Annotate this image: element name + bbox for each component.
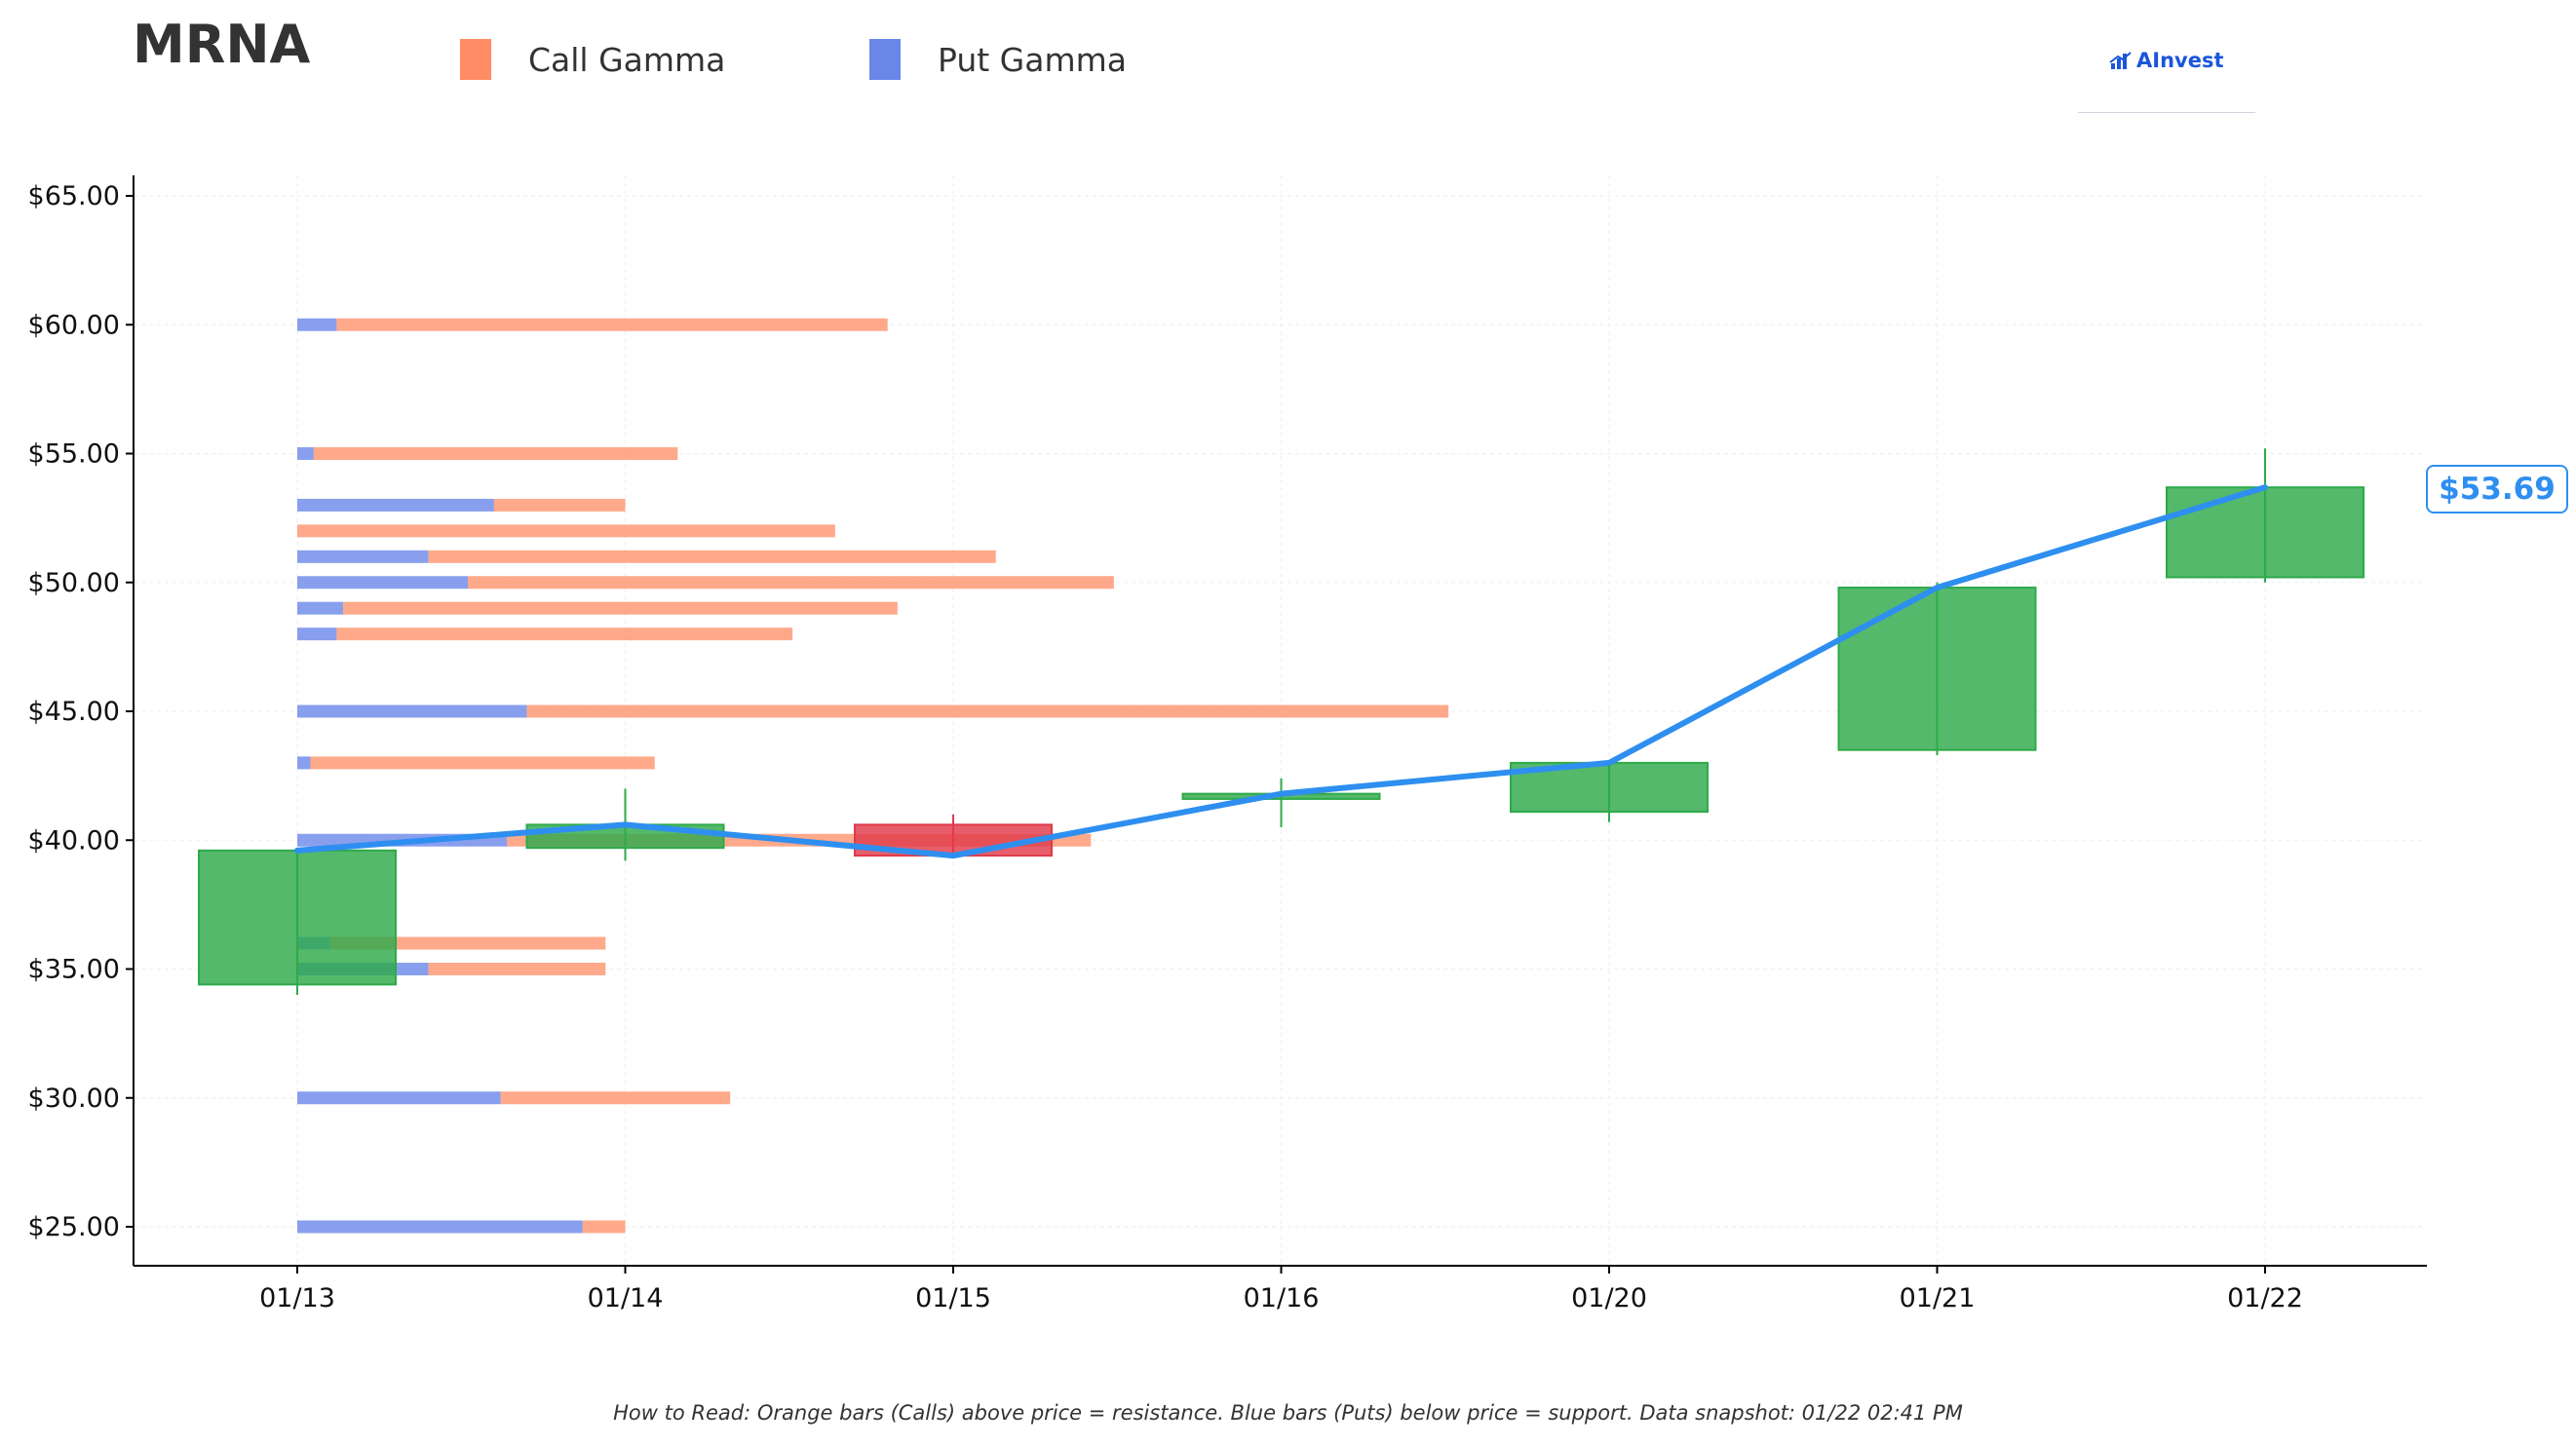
call-gamma-bar bbox=[336, 318, 888, 331]
candle-body bbox=[1837, 587, 2037, 751]
put-gamma-bar bbox=[297, 550, 429, 563]
call-gamma-bar bbox=[467, 576, 1114, 590]
put-gamma-bar bbox=[297, 1091, 501, 1105]
put-gamma-bar bbox=[297, 498, 494, 512]
put-gamma-label: Put Gamma bbox=[938, 40, 1127, 79]
x-tick-label: 01/20 bbox=[1571, 1283, 1647, 1313]
put-gamma-bar bbox=[297, 601, 344, 615]
y-tick-label: $55.00 bbox=[28, 439, 120, 470]
call-gamma-bar bbox=[313, 447, 678, 460]
put-gamma-bar bbox=[297, 756, 311, 770]
logo-divider bbox=[2078, 112, 2255, 113]
put-gamma-bar bbox=[297, 318, 337, 331]
call-gamma-bar bbox=[428, 550, 996, 563]
current-price-badge: $53.69 bbox=[2426, 465, 2568, 514]
call-gamma-bar bbox=[582, 1220, 626, 1234]
candle-body bbox=[2166, 486, 2365, 579]
call-gamma-bar bbox=[500, 1091, 731, 1105]
call-gamma-bar bbox=[336, 628, 793, 641]
put-gamma-bar bbox=[297, 1220, 583, 1234]
put-gamma-bar bbox=[297, 628, 337, 641]
x-tick-label: 01/21 bbox=[1900, 1283, 1976, 1313]
call-gamma-bar bbox=[297, 524, 835, 538]
call-gamma-bar bbox=[428, 963, 606, 975]
y-tick-label: $65.00 bbox=[28, 181, 120, 211]
candle-body bbox=[198, 849, 397, 986]
call-gamma-bar bbox=[343, 601, 898, 615]
call-gamma-label: Call Gamma bbox=[528, 40, 726, 79]
ticker-title: MRNA bbox=[133, 14, 311, 75]
how-to-read-footnote: How to Read: Orange bars (Calls) above p… bbox=[613, 1401, 1963, 1425]
logo-text: AInvest bbox=[2136, 49, 2224, 72]
y-tick-label: $60.00 bbox=[28, 310, 120, 340]
x-tick-label: 01/15 bbox=[915, 1283, 991, 1313]
put-gamma-bar bbox=[297, 576, 468, 590]
x-tick-label: 01/22 bbox=[2227, 1283, 2303, 1313]
call-gamma-swatch bbox=[460, 39, 491, 80]
call-gamma-bar bbox=[493, 498, 626, 512]
call-gamma-bar bbox=[526, 704, 1449, 718]
bar-chart-logo-icon bbox=[2109, 52, 2132, 69]
legend-call-gamma: Call Gamma bbox=[460, 35, 725, 84]
ainvest-logo[interactable]: AInvest bbox=[2109, 49, 2224, 72]
y-tick-label: $25.00 bbox=[28, 1212, 120, 1242]
y-tick-label: $50.00 bbox=[28, 568, 120, 598]
legend-put-gamma: Put Gamma bbox=[869, 35, 1127, 84]
call-gamma-bar bbox=[310, 756, 655, 770]
x-tick-label: 01/14 bbox=[588, 1283, 664, 1313]
call-gamma-bar bbox=[329, 936, 606, 950]
x-tick-label: 01/16 bbox=[1244, 1283, 1320, 1313]
y-tick-label: $40.00 bbox=[28, 825, 120, 856]
put-gamma-swatch bbox=[869, 39, 901, 80]
price-line bbox=[294, 484, 2268, 859]
y-tick-label: $35.00 bbox=[28, 955, 120, 985]
y-tick-label: $45.00 bbox=[28, 697, 120, 727]
y-tick-label: $30.00 bbox=[28, 1084, 120, 1114]
put-gamma-bar bbox=[297, 704, 527, 718]
put-gamma-bar bbox=[297, 447, 314, 460]
x-tick-label: 01/13 bbox=[259, 1283, 335, 1313]
